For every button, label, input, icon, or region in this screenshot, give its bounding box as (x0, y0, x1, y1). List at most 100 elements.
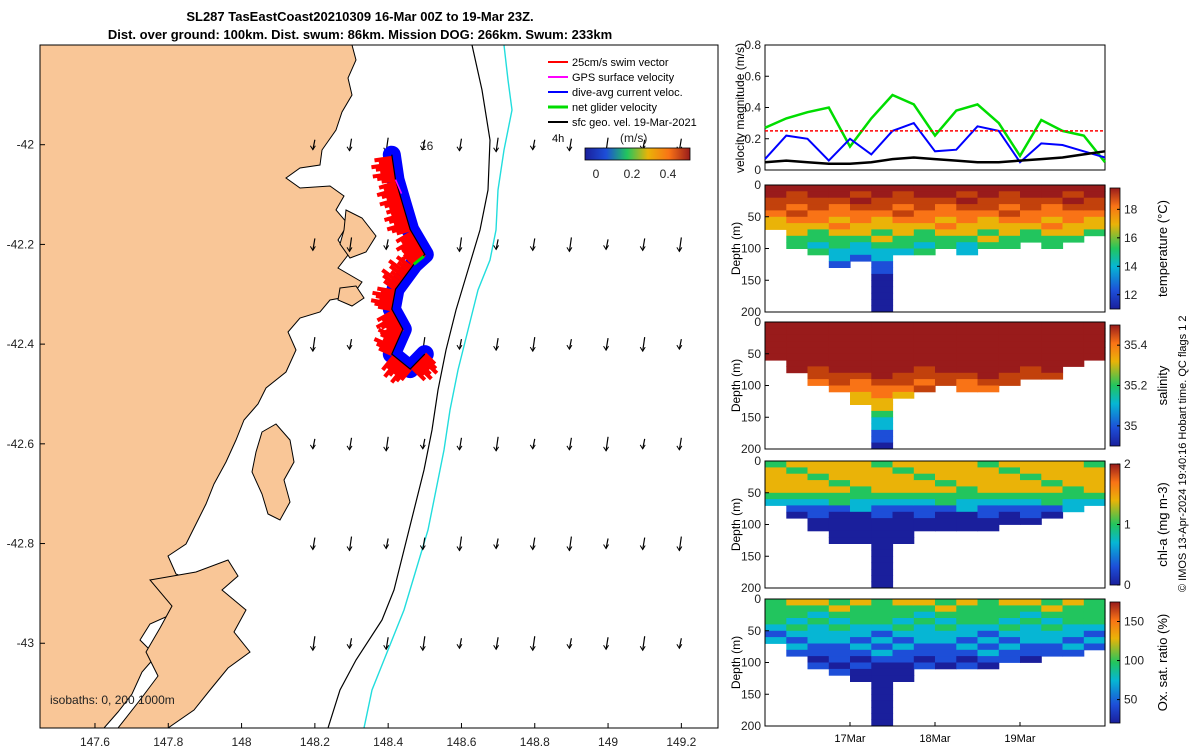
geo-arrow (605, 239, 609, 250)
legend-net: net glider velocity (572, 102, 657, 114)
section-cell (956, 637, 979, 644)
vel-ytick-label: 0.2 (744, 132, 761, 146)
vel-ytick-label: 0.6 (744, 69, 761, 83)
section-cell (892, 656, 915, 663)
section-cell (977, 656, 1000, 663)
section-cell (871, 656, 894, 663)
section-cell (977, 197, 1000, 205)
swim-vector (396, 260, 411, 273)
geo-arrow (422, 438, 426, 449)
section-cell (807, 191, 830, 199)
section-cell (786, 467, 809, 475)
geo-arrow (458, 339, 463, 350)
section-cell (1041, 328, 1064, 336)
section-cell (935, 223, 957, 230)
section-cell (850, 524, 872, 532)
section-cell (871, 442, 894, 450)
geo-arrow-head (639, 346, 646, 353)
section-cell (1020, 461, 1042, 468)
section-cell (1062, 210, 1085, 218)
geo-arrow (422, 537, 426, 550)
section-cell (871, 417, 894, 425)
section-cell (850, 334, 872, 342)
section-cell (786, 505, 809, 513)
section-cell (892, 385, 915, 393)
section-cell (765, 637, 787, 644)
section-cell (765, 191, 787, 199)
section-cell (1062, 605, 1085, 613)
section-cell (977, 518, 1000, 525)
section-cell (828, 185, 851, 192)
section-cell (977, 204, 1000, 211)
geo-arrow-head (493, 544, 500, 550)
section-cell (765, 605, 787, 613)
geo-arrow-head (639, 444, 646, 450)
geo-arrow-head (639, 545, 646, 551)
swim-vector (385, 205, 405, 215)
section-cell (786, 511, 809, 519)
section-cell (956, 461, 979, 468)
section-cell (998, 486, 1021, 494)
section-cell (871, 273, 894, 281)
swim-vector (416, 360, 432, 376)
section-cell (765, 322, 787, 329)
section-cell (892, 467, 915, 475)
isobath-1000m (363, 45, 513, 728)
section-cell (1020, 322, 1042, 329)
section-colorbar-label: temperature (°C) (1155, 200, 1170, 297)
geo-arrow (605, 538, 609, 549)
section-cell (1062, 611, 1085, 619)
section-cell (892, 643, 915, 651)
section-cell (850, 229, 872, 237)
section-cell (1083, 473, 1106, 481)
section-cell (1020, 328, 1042, 336)
section-cell (871, 235, 894, 243)
section-colorbar-label: salinity (1155, 365, 1170, 405)
section-cell (935, 656, 957, 663)
section-cell (998, 643, 1021, 651)
section-cell (871, 410, 894, 418)
section-cell (956, 524, 979, 532)
section-cell (956, 649, 979, 657)
section-cell (892, 649, 915, 657)
geo-arrow (568, 638, 572, 649)
section-cell (828, 480, 851, 487)
section-cell (998, 235, 1021, 243)
legend-gps: GPS surface velocity (572, 72, 675, 84)
section-ytick-label: 50 (748, 624, 762, 638)
section-cell (871, 223, 894, 230)
section-cell (807, 229, 830, 237)
geo-arrow-head (603, 544, 609, 550)
section-cell (892, 360, 915, 367)
section-cell (871, 480, 894, 487)
section-cell (956, 216, 979, 224)
section-cell (977, 379, 1000, 386)
swim-vector (410, 365, 427, 382)
geo-arrow-head (419, 444, 426, 450)
section-cell (935, 372, 957, 380)
colorbar-tick-label: 18 (1124, 202, 1138, 216)
geo-arrow (642, 337, 646, 352)
swim-vector (412, 363, 426, 377)
section-cell (998, 366, 1021, 374)
section-cell (765, 185, 787, 192)
section-cell (998, 191, 1021, 199)
section-cell (892, 391, 915, 399)
section-cell (1083, 223, 1106, 230)
section-cell (956, 235, 979, 243)
geo-arrow (458, 437, 463, 450)
section-cell (913, 322, 936, 329)
geo-arrow (568, 536, 572, 551)
section-cell (892, 328, 915, 336)
section-cell (1020, 605, 1042, 613)
section-cell (977, 524, 1000, 532)
section-cell (913, 662, 936, 670)
track-label: 16 (420, 139, 434, 153)
section-cell (828, 366, 851, 374)
section-cell (828, 637, 851, 644)
section-cell (1083, 185, 1106, 192)
section-cell (892, 480, 915, 487)
section-cell (935, 611, 957, 619)
section-cell (850, 473, 872, 481)
section-cell (850, 624, 872, 632)
